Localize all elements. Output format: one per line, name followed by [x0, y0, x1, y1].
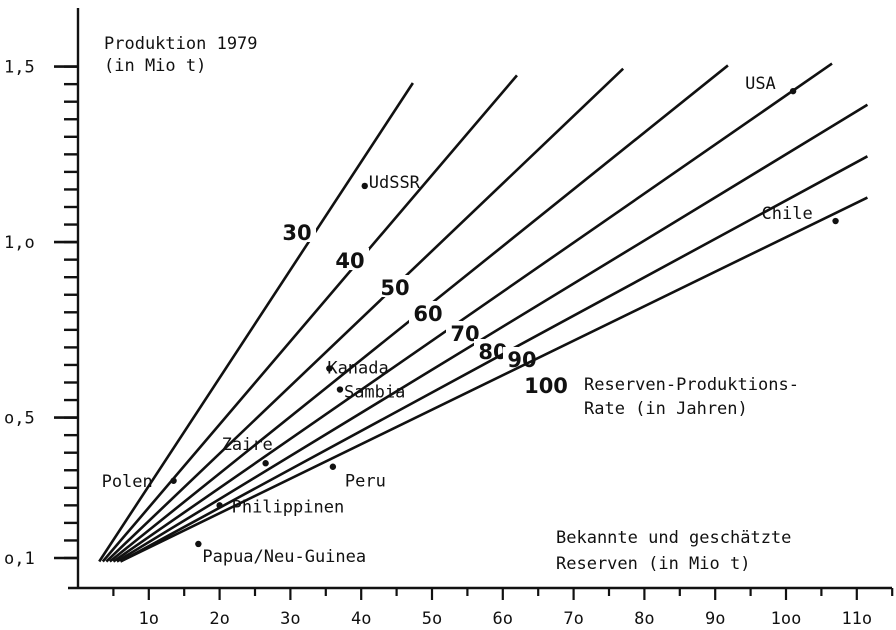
x-axis-title-line-2: Reserven (in Mio t) — [556, 554, 750, 574]
y-tick-label: o,5 — [4, 409, 35, 429]
x-tick-label: 11o — [841, 609, 872, 629]
lines-caption-line-1: Reserven-Produktions- — [584, 375, 799, 395]
point-label: USA — [745, 74, 776, 94]
x-tick-label: 1o — [139, 609, 159, 629]
rate-line-30 — [98, 82, 414, 563]
point-label: Kanada — [327, 358, 388, 378]
rate-line-90 — [119, 155, 869, 563]
chart-axes — [68, 8, 892, 590]
x-tick-label: 7o — [563, 609, 583, 629]
y-tick-label: 1,5 — [4, 58, 35, 78]
x-tick-label: 3o — [280, 609, 300, 629]
rate-line-70 — [112, 62, 833, 563]
point-usa — [789, 87, 797, 95]
point-label: Zaire — [222, 435, 273, 455]
x-tick-label: 4o — [351, 609, 371, 629]
rate-line-100 — [119, 196, 868, 563]
point-zaire — [262, 460, 269, 467]
point-papua-neu-guinea — [195, 540, 202, 548]
y-axis-title-line-1: Produktion 1979 — [104, 34, 258, 54]
x-axis-title-line-1: Bekannte und geschätzte — [556, 528, 791, 548]
rate-label-100: 100 — [524, 374, 568, 398]
point-label: Papua/Neu-Guinea — [202, 547, 366, 567]
country-points: USA UdSSR Chile Kanada Sambia Zaire Peru Polen P… — [102, 74, 839, 567]
x-tick-label: 9o — [705, 609, 725, 629]
rate-label-60: 60 — [413, 302, 442, 326]
x-tick-label: 6o — [493, 609, 513, 629]
chart-ticks: o,1 o,5 1,o 1,5 1o 2o 3o 4o 5o 6o 7o 8o 9o 1oo 11o — [4, 58, 894, 629]
rate-label-bg — [331, 248, 369, 270]
x-tick-label: 1oo — [771, 609, 802, 629]
rate-line-40 — [101, 74, 518, 563]
point-label: Peru — [345, 472, 386, 492]
x-tick-label: 2o — [209, 609, 229, 629]
lines-caption-line-2: Rate (in Jahren) — [584, 399, 748, 419]
point-chile — [832, 217, 839, 225]
rate-label-bg — [376, 275, 414, 297]
rate-label-bg — [446, 321, 484, 343]
x-tick-label: 8o — [634, 609, 654, 629]
rate-label-bg — [527, 373, 565, 395]
point-peru — [329, 463, 337, 470]
point-polen — [170, 477, 177, 484]
rate-label-bg — [409, 301, 447, 323]
rate-label-bg — [278, 220, 316, 242]
y-axis-title-line-2: (in Mio t) — [104, 56, 206, 76]
rate-label-40: 40 — [335, 249, 364, 273]
point-label: Polen — [102, 472, 153, 492]
point-label: Philippinen — [232, 497, 345, 517]
rate-label-bg — [503, 347, 541, 369]
rate-line-50 — [105, 67, 625, 563]
rate-line-80 — [116, 103, 869, 563]
point-label: UdSSR — [369, 173, 421, 193]
point-kanada — [326, 365, 333, 372]
point-udssr — [361, 182, 368, 190]
rate-label-50: 50 — [380, 276, 409, 300]
y-tick-label: 1,o — [4, 233, 35, 253]
point-label: Sambia — [344, 383, 405, 403]
rate-label-30: 30 — [282, 221, 311, 245]
x-tick-label: 5o — [422, 609, 442, 629]
point-label: Chile — [762, 204, 813, 224]
point-sambia — [336, 386, 344, 393]
y-tick-label: o,1 — [4, 549, 35, 569]
point-philippinen — [216, 502, 223, 509]
